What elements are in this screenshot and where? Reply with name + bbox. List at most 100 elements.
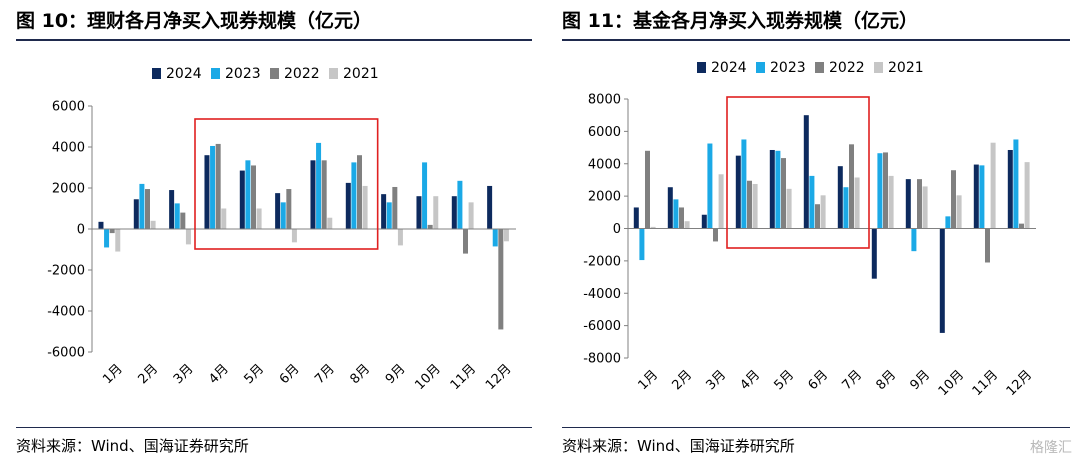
- x-tick-label: 6月: [806, 368, 832, 394]
- title-divider-left: [16, 39, 532, 41]
- bar-2022-4: [747, 180, 752, 229]
- x-tick-label: 5月: [772, 368, 798, 394]
- bar-2023-6: [809, 175, 815, 229]
- bar-2023-10: [422, 162, 428, 230]
- bar-2021-10: [433, 196, 439, 229]
- bar-2022-10: [951, 170, 956, 229]
- y-tick-label: -2000: [47, 264, 85, 279]
- chart-right: -8000 -6000 -4000 -2000 0 2000 4000 6000 8000 1月 2…: [583, 60, 1036, 399]
- bar-2021-3: [718, 174, 724, 229]
- bar-2023-7: [843, 187, 849, 229]
- bar-2022-5: [781, 158, 786, 229]
- y-tick-label: 4000: [52, 141, 85, 156]
- bar-2022-3: [180, 212, 186, 229]
- y-tick-label: -8000: [583, 352, 621, 367]
- y-tick-label: -4000: [47, 305, 85, 320]
- legend-swatch-2021: [874, 62, 883, 73]
- y-tick-label: 2000: [588, 190, 621, 205]
- legend-label-2022: 2022: [284, 66, 320, 82]
- bar-2023-9: [911, 228, 917, 252]
- x-tick-label: 6月: [277, 362, 303, 388]
- y-tick-label: 0: [77, 223, 85, 238]
- y-tick-label: 2000: [52, 182, 85, 197]
- bar-2022-5: [251, 165, 256, 229]
- x-tick-label: 4月: [206, 362, 232, 388]
- bar-2021-9: [397, 229, 403, 246]
- bar-2023-1: [104, 229, 110, 248]
- bar-2024-4: [204, 155, 210, 229]
- bar-2021-4: [221, 208, 227, 229]
- y-tick-label: -6000: [583, 319, 621, 334]
- bar-2023-12: [1013, 139, 1019, 229]
- source-note-right: 资料来源：Wind、国海证券研究所: [562, 437, 795, 455]
- x-tick-label: 9月: [383, 362, 409, 388]
- bar-2021-4: [752, 183, 758, 229]
- bar-2024-1: [98, 221, 104, 229]
- bar-2022-1: [109, 229, 115, 234]
- bar-2023-8: [877, 153, 883, 229]
- x-tick-label: 11月: [970, 368, 1001, 399]
- y-tick-label: 4000: [588, 157, 621, 172]
- bar-2024-3: [701, 214, 707, 229]
- bar-2021-1: [115, 229, 121, 252]
- bar-2022-1: [645, 150, 650, 229]
- bar-2024-9: [381, 194, 387, 229]
- bar-2022-6: [286, 189, 292, 229]
- bar-2023-5: [245, 160, 251, 229]
- legend-swatch-2023: [756, 62, 765, 73]
- bar-2023-8: [351, 162, 357, 230]
- bar-2024-12: [1007, 149, 1013, 229]
- bar-2022-3: [713, 228, 718, 242]
- bar-2023-4: [210, 145, 216, 229]
- bar-2024-12: [487, 185, 493, 229]
- legend-swatch-2024: [697, 62, 706, 73]
- x-tick-label: 8月: [348, 362, 374, 388]
- y-tick-label: 8000: [588, 93, 621, 108]
- bar-2023-3: [174, 203, 180, 230]
- bar-2021-2: [150, 220, 156, 229]
- bar-2021-11: [990, 142, 996, 229]
- bar-2023-10: [945, 216, 951, 229]
- x-tick-label: 10月: [412, 362, 443, 393]
- x-tick-label: 5月: [242, 362, 268, 388]
- chart-left-title: 图 10：理财各月净买入现券规模（亿元）: [16, 10, 373, 32]
- bar-2022-4: [215, 143, 221, 229]
- bar-2023-3: [707, 143, 713, 229]
- legend-label-2024: 2024: [166, 66, 202, 82]
- bar-2023-2: [673, 199, 679, 229]
- bar-2021-5: [786, 188, 792, 229]
- bar-2024-1: [633, 207, 639, 229]
- source-divider-left: [16, 427, 532, 428]
- bar-2024-10: [416, 196, 422, 229]
- y-tick-label: 6000: [588, 125, 621, 140]
- bar-2021-3: [185, 229, 191, 245]
- title-divider-right: [562, 39, 1070, 41]
- bar-2022-8: [883, 152, 888, 229]
- bar-2024-7: [310, 160, 316, 229]
- x-tick-label: 9月: [908, 368, 934, 394]
- bar-2021-7: [327, 217, 333, 229]
- bar-2021-1: [650, 226, 656, 229]
- legend-swatch-2023: [211, 68, 220, 79]
- bar-2022-2: [145, 189, 150, 229]
- bar-2021-6: [820, 195, 826, 229]
- x-tick-label: 1月: [636, 368, 662, 394]
- bar-2022-12: [498, 229, 504, 330]
- x-tick-label: 3月: [704, 368, 730, 394]
- watermark-text: 格隆汇: [1030, 440, 1072, 456]
- x-tick-label: 7月: [312, 362, 338, 388]
- bar-2023-2: [139, 183, 145, 229]
- bar-2023-11: [979, 165, 985, 229]
- chart-right-title: 图 11：基金各月净买入现券规模（亿元）: [562, 10, 919, 32]
- legend-label-2024: 2024: [711, 60, 747, 76]
- y-tick-label: -6000: [47, 346, 85, 361]
- source-note-left: 资料来源：Wind、国海证券研究所: [16, 437, 249, 455]
- legend-swatch-2022: [270, 68, 279, 79]
- bar-2023-12: [492, 229, 498, 247]
- bar-2022-11: [985, 228, 990, 263]
- bar-2021-12: [1024, 162, 1030, 229]
- bar-2021-10: [956, 195, 962, 229]
- legend-swatch-2024: [152, 68, 161, 79]
- legend-swatch-2022: [815, 62, 824, 73]
- y-tick-label: 0: [613, 222, 621, 237]
